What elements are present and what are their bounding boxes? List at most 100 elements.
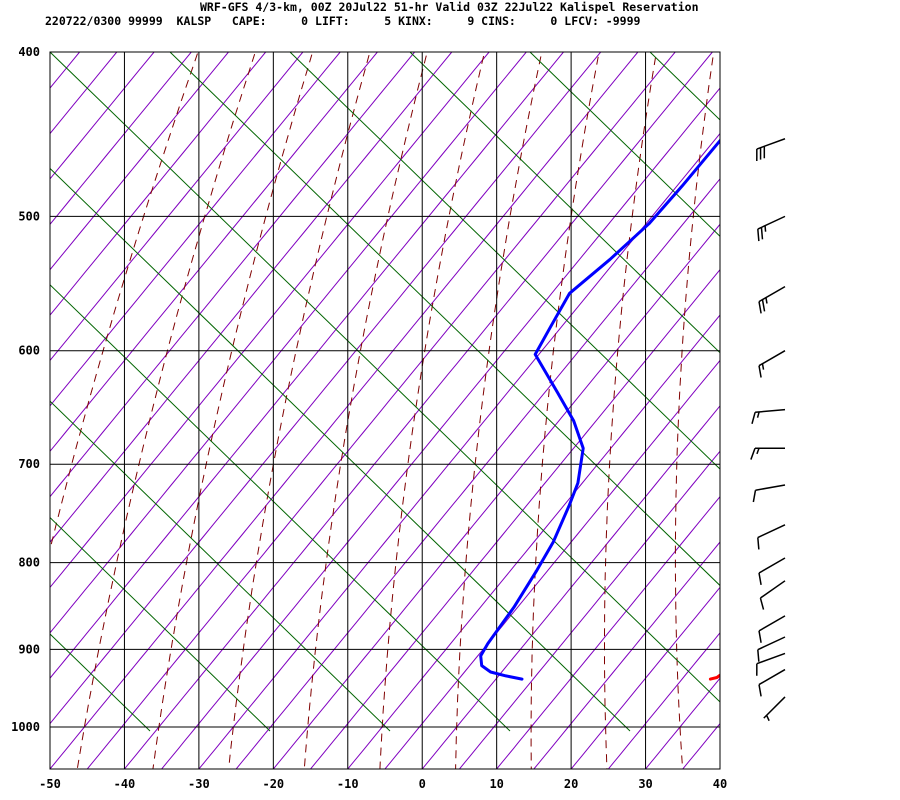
wind-barb-shaft	[763, 696, 786, 719]
wind-barb-feather	[757, 537, 760, 550]
saturation-line	[529, 52, 720, 237]
y-tick-label: 500	[18, 209, 40, 223]
x-tick-label: 30	[638, 777, 652, 791]
isotherm-line	[50, 52, 416, 498]
isotherm-line	[198, 132, 720, 769]
wind-barb-feather	[757, 649, 760, 662]
saturation-line	[50, 284, 511, 732]
dry-adiabat-line	[76, 52, 256, 769]
x-tick-label: -20	[262, 777, 284, 791]
wind-barb-half-feather	[765, 297, 768, 304]
wind-barb-shaft	[756, 138, 786, 150]
wind-barb	[757, 524, 786, 550]
wind-barb-half-feather	[761, 363, 765, 370]
isotherm-line	[347, 314, 720, 769]
wind-barb-shaft	[756, 652, 786, 665]
wind-barb-shaft	[757, 524, 786, 539]
wind-barb-shaft	[758, 668, 786, 686]
wind-barb	[750, 447, 785, 460]
wind-barb-shaft	[759, 580, 786, 599]
dry-adiabat-line	[379, 52, 486, 769]
wind-barb-shaft	[755, 484, 786, 491]
wind-barb-half-feather	[756, 448, 760, 455]
wind-barb-feather	[751, 412, 756, 425]
wind-barb	[758, 285, 786, 314]
x-tick-label: -30	[188, 777, 210, 791]
isotherm-line	[235, 178, 720, 769]
x-tick-label: -40	[114, 777, 136, 791]
wind-barb-feather	[752, 490, 757, 503]
wind-barb-shaft	[758, 285, 786, 303]
isotherm-line	[50, 52, 341, 407]
wind-barb	[756, 652, 786, 676]
wind-barb	[758, 668, 786, 697]
dry-adiabat-line	[674, 52, 715, 769]
isotherm-line	[86, 52, 676, 769]
wind-barb-half-feather	[765, 714, 770, 722]
saturation-line	[169, 52, 720, 587]
dry-adiabat-line	[530, 52, 600, 769]
wind-barbs	[750, 138, 786, 722]
isotherm-line	[50, 52, 304, 362]
wind-barb	[759, 580, 786, 610]
isotherm-line	[50, 52, 192, 226]
dry-adiabat-line	[744, 0, 781, 784]
isotherm-line	[782, 0, 900, 784]
saturation-line	[289, 52, 720, 470]
isotherm-line	[384, 359, 720, 769]
sounding-stats-line: 220722/0300 99999 KALSP CAPE: 0 LIFT: 5 …	[45, 14, 641, 28]
dry-adiabat-line	[455, 52, 543, 769]
saturation-line	[50, 52, 720, 703]
plot-frame	[49, 51, 721, 770]
wind-barb	[758, 350, 786, 378]
wind-barb-half-feather	[764, 225, 767, 232]
wind-barb	[756, 138, 786, 162]
wind-barb-feather	[758, 365, 762, 378]
wind-barb-feather	[761, 299, 766, 312]
y-tick-label: 700	[18, 457, 40, 471]
temperature-profile-line	[708, 633, 720, 681]
wind-barb-feather	[758, 630, 762, 643]
isotherm-line	[745, 0, 900, 784]
saturation-line	[890, 52, 900, 731]
wind-barb-feather	[750, 448, 756, 460]
isotherm-line	[50, 52, 379, 453]
x-tick-label: 40	[713, 777, 727, 791]
x-tick-label: 20	[564, 777, 578, 791]
x-tick-label: -50	[39, 777, 61, 791]
wind-barb-feather	[758, 301, 762, 314]
isotherm-line	[421, 405, 720, 769]
dry-adiabat-line	[811, 0, 838, 784]
x-tick-label: -10	[337, 777, 359, 791]
isotherm-line	[123, 52, 714, 769]
wind-barb-shaft	[757, 215, 786, 230]
isotherm-line	[309, 268, 720, 769]
isotherm-line	[50, 52, 527, 634]
x-tick-label: 10	[489, 777, 503, 791]
wind-barb-shaft	[755, 408, 786, 414]
saturation-line	[770, 52, 900, 731]
dry-adiabat-line	[228, 52, 371, 769]
y-tick-label: 600	[18, 344, 40, 358]
isotherm-line	[458, 450, 720, 769]
wind-barb-shaft	[757, 636, 786, 651]
dewpoint-profile-line	[479, 138, 720, 681]
isotherm-line	[570, 586, 720, 769]
wind-barb-shaft	[758, 557, 786, 574]
sounding-header: WRF-GFS 4/3-km, 00Z 20Jul22 51-hr Valid …	[0, 0, 900, 40]
plot-area	[50, 52, 720, 769]
isotherm-line	[50, 52, 602, 725]
y-tick-label: 400	[18, 45, 40, 59]
y-tick-label: 1000	[11, 720, 40, 734]
dry-adiabat-line	[875, 0, 900, 784]
wind-barb-feather	[758, 684, 762, 697]
dry-adiabat-line	[50, 52, 199, 552]
wind-barb-shaft	[758, 615, 786, 632]
wind-barb-feather	[757, 228, 760, 242]
isotherm-line	[607, 632, 720, 769]
isotherm-line	[495, 495, 720, 769]
wind-barb	[758, 615, 786, 643]
wind-barb-shaft	[758, 350, 786, 367]
